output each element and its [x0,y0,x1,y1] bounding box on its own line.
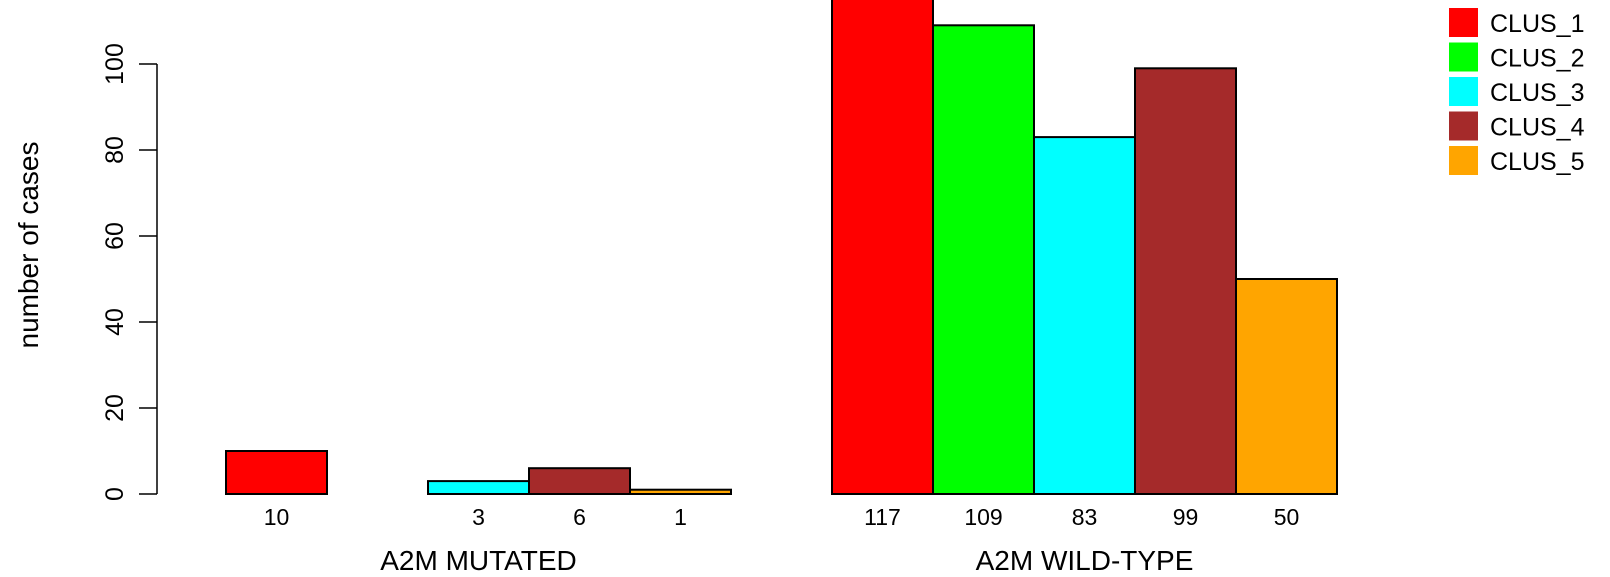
legend-swatch [1449,42,1478,72]
bars: 10 3 6 1 A2M MUTATED 117 109 83 99 50 A2M WILD-TYP… [225,0,1338,576]
bar-value-label: 1 [674,504,687,530]
group-label: A2M MUTATED [380,545,577,576]
legend-label: CLUS_1 [1490,10,1585,38]
legend-label: CLUS_2 [1490,45,1585,73]
bar [528,467,631,496]
legend-item: CLUS_1 [1449,8,1585,38]
legend-label: CLUS_5 [1490,148,1585,176]
y-axis: 0 20 40 60 80 100 [101,43,158,501]
group-label: A2M WILD-TYPE [976,545,1194,576]
legend-label: CLUS_3 [1490,79,1585,107]
y-tick-label: 80 [101,136,129,164]
bar-value-label: 3 [472,504,485,530]
y-tick-label: 60 [101,222,129,250]
bar [831,0,934,496]
bar [629,488,732,496]
bar-value-label: 6 [573,504,586,530]
legend-swatch [1449,146,1478,175]
y-tick-label: 40 [101,308,129,336]
bar-value-label: 10 [264,504,290,530]
bar [932,24,1035,496]
bar-value-label: 109 [964,504,1002,530]
bar-value-label: 83 [1072,504,1098,530]
bar-value-label: 99 [1173,504,1199,530]
bar-value-label: 50 [1274,504,1300,530]
legend-item: CLUS_5 [1449,146,1585,176]
bar [1235,278,1338,495]
y-axis-title: number of cases [13,142,44,349]
bar-group: 10 3 6 1 A2M MUTATED [225,450,732,576]
legend-item: CLUS_3 [1449,77,1585,107]
bar [427,480,530,496]
legend-swatch [1449,111,1478,141]
bar [1033,136,1136,495]
legend-label: CLUS_4 [1490,114,1585,142]
legend: CLUS_1 CLUS_2 CLUS_3 CLUS_4 CLUS_5 [1449,8,1585,176]
bar-value-label: 117 [864,504,901,530]
bar [1134,67,1237,496]
bar [225,450,328,495]
bar-group: 117 109 83 99 50 A2M WILD-TYPE [831,0,1338,576]
legend-item: CLUS_2 [1449,42,1585,73]
legend-item: CLUS_4 [1449,111,1585,142]
y-tick-label: 100 [101,43,129,85]
legend-swatch [1449,8,1478,37]
legend-swatch [1449,77,1478,106]
y-tick-label: 0 [101,487,129,501]
y-tick-label: 20 [101,394,129,422]
